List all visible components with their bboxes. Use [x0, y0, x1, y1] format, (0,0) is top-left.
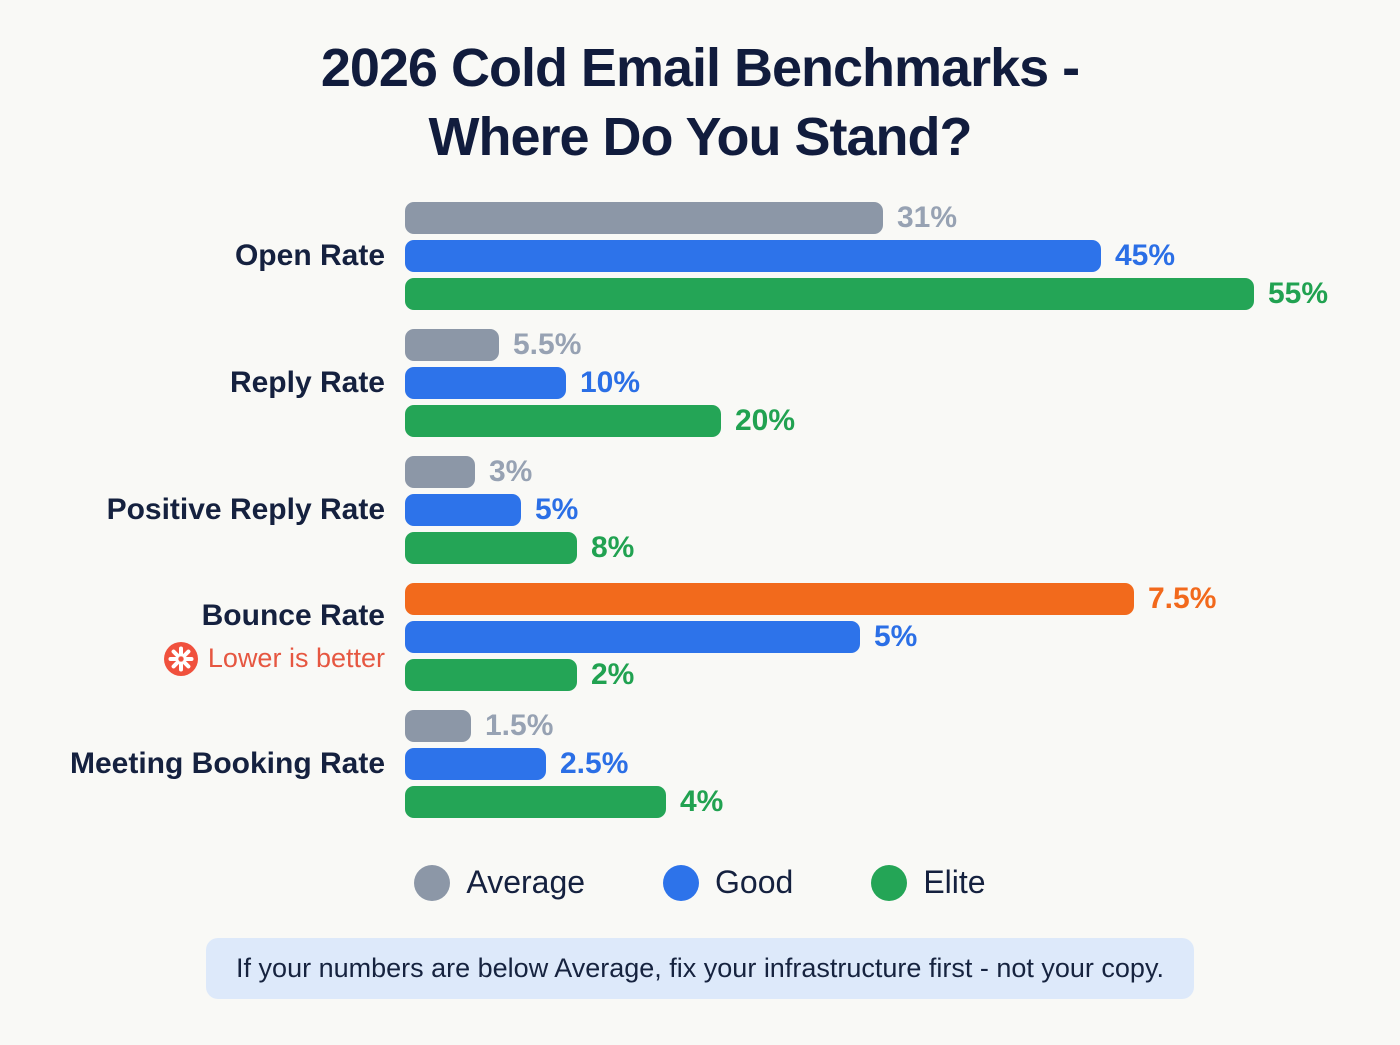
- bar-line-good: 45%: [405, 239, 1328, 272]
- bar-line-good: 2.5%: [405, 747, 723, 780]
- legend-item-average: Average: [414, 864, 585, 901]
- bar-line-elite: 4%: [405, 785, 724, 818]
- legend-label: Elite: [923, 864, 986, 900]
- bar-line-elite: 8%: [405, 531, 635, 564]
- bar-line-good: 5%: [405, 620, 1216, 653]
- lower-is-better-note: Lower is better: [163, 641, 385, 676]
- footer-note-wrap: If your numbers are below Average, fix y…: [0, 938, 1400, 999]
- bar-line-average: 5.5%: [405, 328, 795, 361]
- chart-row-meeting-booking-rate: Meeting Booking Rate 1.5% 2.5% 4%: [0, 709, 1400, 818]
- value-label: 7.5%: [1148, 582, 1217, 615]
- lower-is-better-text: Lower is better: [207, 643, 385, 673]
- value-label: 31%: [897, 201, 958, 234]
- bar-good: [405, 494, 521, 526]
- legend-swatch-good: [663, 864, 700, 901]
- legend-item-elite: Elite: [871, 864, 986, 901]
- bar-average: [405, 710, 471, 742]
- value-label: 10%: [580, 366, 641, 399]
- bar-good: [405, 621, 860, 653]
- value-label: 5.5%: [513, 328, 582, 361]
- value-label: 5%: [874, 620, 918, 653]
- category-label: Open Rate: [234, 239, 385, 272]
- value-label: 45%: [1115, 239, 1176, 272]
- bar-group: 7.5% 5% 2%: [405, 582, 1217, 691]
- bar-line-good: 5%: [405, 493, 634, 526]
- value-label: 4%: [680, 785, 724, 818]
- bar-group: 31% 45% 55%: [405, 201, 1329, 310]
- category-label: Meeting Booking Rate: [69, 747, 385, 780]
- chart-row-positive-reply-rate: Positive Reply Rate 3% 5% 8%: [0, 455, 1400, 564]
- value-label: 8%: [591, 531, 635, 564]
- category-label-cell: Open Rate: [0, 202, 405, 310]
- chart-title: 2026 Cold Email Benchmarks - Where Do Yo…: [0, 34, 1400, 171]
- bar-group: 3% 5% 8%: [405, 455, 635, 564]
- legend-swatch-average: [414, 864, 451, 901]
- value-label: 5%: [535, 493, 579, 526]
- category-label: Positive Reply Rate: [106, 493, 385, 526]
- bar-chart: Open Rate 31% 45% 55% Reply Rate 5.5% 10% 20% Po…: [0, 201, 1400, 837]
- bar-line-good: 10%: [405, 366, 795, 399]
- category-label-cell: Positive Reply Rate: [0, 456, 405, 564]
- legend-label: Average: [466, 864, 586, 900]
- bar-average: [405, 202, 883, 234]
- chart-row-open-rate: Open Rate 31% 45% 55%: [0, 201, 1400, 310]
- burst-icon: [163, 641, 198, 676]
- bar-average: [405, 583, 1134, 615]
- legend-label: Good: [715, 864, 794, 900]
- bar-line-average: 7.5%: [405, 582, 1217, 615]
- value-label: 20%: [735, 404, 796, 437]
- bar-good: [405, 240, 1101, 272]
- bar-line-average: 3%: [405, 455, 634, 488]
- category-label-cell: Reply Rate: [0, 329, 405, 437]
- bar-line-average: 1.5%: [405, 709, 723, 742]
- bar-elite: [405, 278, 1254, 310]
- bar-elite: [405, 532, 577, 564]
- value-label: 1.5%: [485, 709, 554, 742]
- bar-line-elite: 20%: [405, 404, 796, 437]
- bar-line-average: 31%: [405, 201, 1328, 234]
- footer-note: If your numbers are below Average, fix y…: [206, 938, 1194, 999]
- chart-title-line1: 2026 Cold Email Benchmarks -: [320, 38, 1080, 98]
- bar-elite: [405, 405, 721, 437]
- bar-line-elite: 2%: [405, 658, 1216, 691]
- legend-item-good: Good: [663, 864, 793, 901]
- bar-elite: [405, 786, 666, 818]
- bar-good: [405, 367, 566, 399]
- bar-elite: [405, 659, 577, 691]
- bar-group: 5.5% 10% 20%: [405, 328, 796, 437]
- bar-average: [405, 329, 499, 361]
- bar-group: 1.5% 2.5% 4%: [405, 709, 724, 818]
- category-label-cell: Meeting Booking Rate: [0, 710, 405, 818]
- category-label: Reply Rate: [229, 366, 385, 399]
- chart-row-reply-rate: Reply Rate 5.5% 10% 20%: [0, 328, 1400, 437]
- value-label: 3%: [489, 455, 533, 488]
- bar-average: [405, 456, 475, 488]
- legend-swatch-elite: [871, 864, 908, 901]
- chart-row-bounce-rate: Bounce Rate Lower is better 7.5% 5% 2%: [0, 582, 1400, 691]
- chart-title-line2: Where Do You Stand?: [428, 106, 972, 167]
- category-label-cell: Bounce Rate Lower is better: [0, 583, 405, 691]
- value-label: 2.5%: [560, 747, 629, 780]
- bar-good: [405, 748, 546, 780]
- category-label: Bounce Rate: [201, 598, 385, 632]
- value-label: 55%: [1268, 277, 1329, 310]
- chart-legend: Average Good Elite: [0, 864, 1400, 901]
- bar-line-elite: 55%: [405, 277, 1329, 310]
- value-label: 2%: [591, 658, 635, 691]
